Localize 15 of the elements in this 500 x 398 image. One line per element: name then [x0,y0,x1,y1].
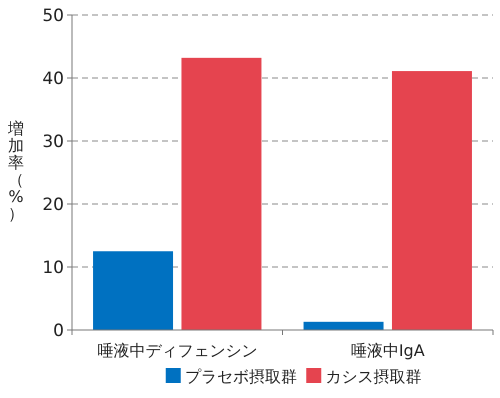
y-tick-label: 50 [42,6,64,26]
y-axis-title: 増加率（%） [7,119,24,223]
y-tick-label: 40 [42,69,64,89]
bar [181,58,262,330]
legend-label: カシス摂取群 [325,367,422,386]
y-tick-label: 0 [53,321,64,341]
y-tick-label: 10 [42,258,64,278]
y-tick-label: 30 [42,132,64,152]
bar [93,251,174,330]
legend-label: プラセボ摂取群 [184,367,297,386]
x-tick-label: 唾液中ディフェンシン [97,341,258,360]
bar [392,71,472,330]
x-tick-label: 唾液中IgA [350,341,425,360]
bar [304,322,384,330]
y-tick-label: 20 [42,195,64,215]
